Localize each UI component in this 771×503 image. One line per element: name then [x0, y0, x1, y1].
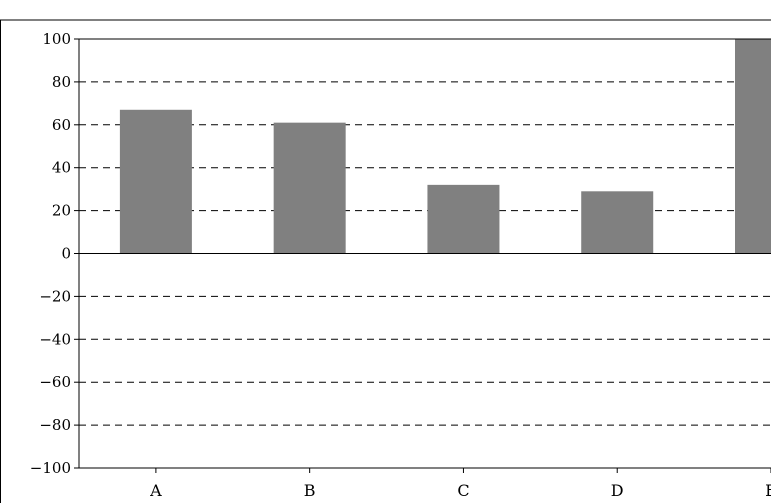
x-tick-label: E: [765, 481, 771, 500]
gridlines: [79, 81, 771, 426]
x-tick-label: D: [611, 481, 624, 500]
y-tick-label: 60: [52, 116, 71, 134]
x-tick-label: B: [304, 481, 316, 500]
bar-A: [119, 109, 192, 254]
y-tick-label: 80: [52, 73, 71, 91]
y-tick-label: −80: [39, 416, 71, 434]
x-tick-label: A: [149, 481, 162, 500]
y-tick-label: 20: [52, 202, 71, 220]
bars: [119, 39, 771, 254]
y-tick-label: 100: [42, 30, 71, 48]
y-tick-label: −100: [30, 459, 71, 477]
bar-C: [427, 184, 500, 254]
y-tick-label: 40: [52, 159, 71, 177]
bar-E: [735, 39, 771, 254]
y-tick-label: 0: [61, 245, 71, 263]
y-tick-label: −40: [39, 330, 71, 348]
x-tick-label: C: [457, 481, 469, 500]
axes: [0, 19, 771, 503]
y-tick-label: −60: [39, 373, 71, 391]
bar-B: [273, 122, 346, 254]
tick-labels: −100 −80 −60 −40 −20 0 20 40 60 80 100 A B C D E: [30, 30, 771, 500]
bar-D: [581, 191, 654, 254]
y-tick-label: −20: [39, 287, 71, 305]
